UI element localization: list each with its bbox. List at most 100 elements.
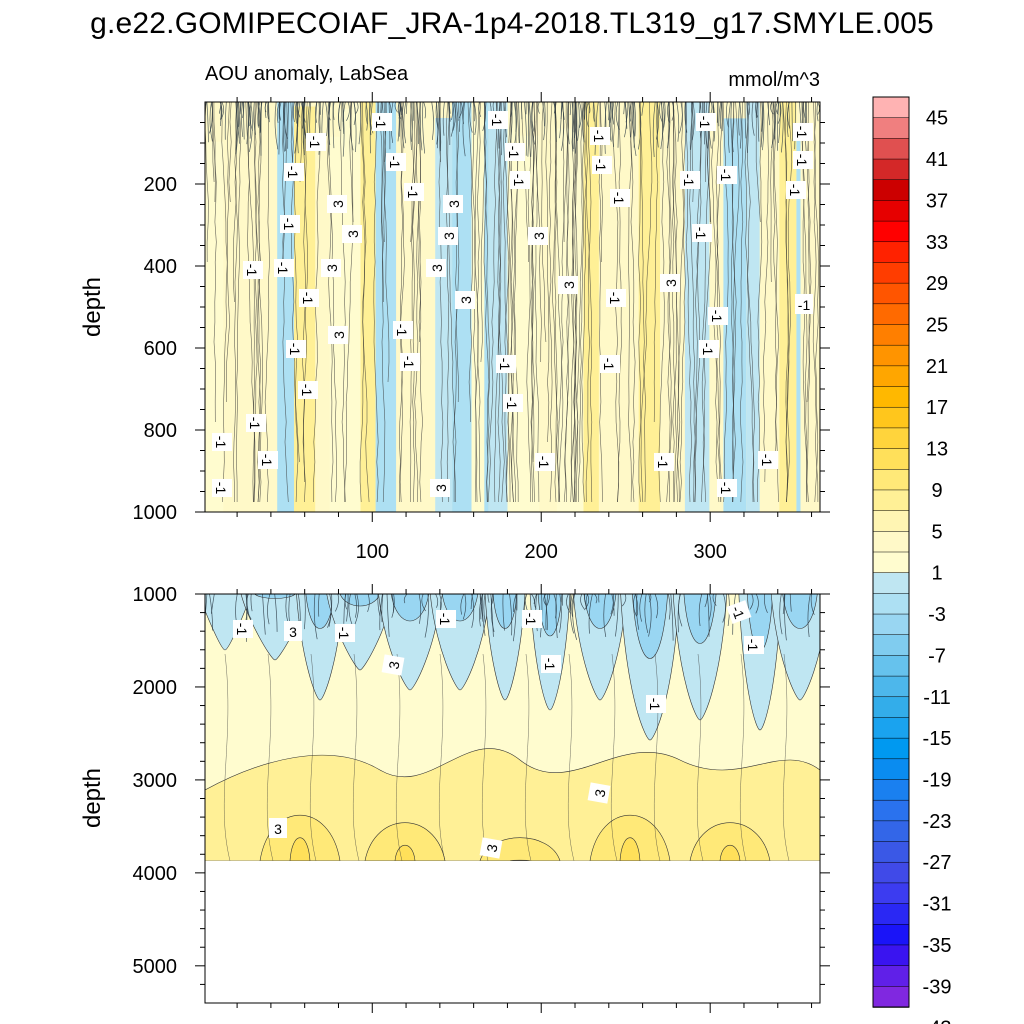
top-contour-label-group: -1 [717,166,737,184]
top-panel-band [205,141,224,512]
top-surface-contour [510,102,513,117]
top-contour-label-bg [590,127,610,145]
top-surface-contour [513,102,517,132]
top-contour-line [702,102,712,503]
bottom-surface-contour [763,594,768,614]
colorbar-label: 1 [931,563,942,585]
top-contour-line [666,102,673,503]
top-surface-contour [633,102,635,148]
top-surface-contour [744,102,747,139]
top-contour-line [327,102,334,503]
top-surface-contour [394,102,398,113]
colorbar-label: 41 [926,149,948,171]
top-surface-contour [278,102,281,120]
top-contour-label: -1 [489,114,505,127]
top-contour-line [628,102,633,503]
colorbar-box [872,924,910,946]
bottom-contour-label-group: -1 [541,655,561,673]
top-contour-line [693,102,702,503]
bottom-contour-label-group: -1 [726,600,752,624]
bottom-blue-pulse [378,594,442,691]
top-surface-contour [301,102,305,149]
top-contour-line [293,102,300,463]
top-surface-contour [436,102,440,145]
top-contour-label-bg [286,340,306,358]
top-surface-contour [349,102,354,151]
top-contour-line [638,102,642,503]
bottom-contour-label: -1 [234,623,250,636]
bottom-surface-contour [594,594,598,604]
top-contour-line [438,102,444,503]
top-contour-line [545,102,550,443]
top-surface-contour [448,102,451,122]
top-contour-label-bg [708,307,728,325]
top-contour-label-group: -1 [306,133,326,151]
bottom-surface-contour [471,594,475,628]
top-surface-contour [656,102,659,148]
bottom-surface-contour [603,594,607,637]
bottom-warm-core [509,859,531,861]
bottom-surface-contour [722,594,726,623]
top-surface-contour [458,102,463,118]
bottom-surface-contour [755,594,759,614]
top-surface-contour [410,102,413,151]
bottom-surface-contour [210,594,215,614]
top-contour-label: -1 [373,116,389,129]
top-surface-contour [399,102,401,137]
bottom-surface-contour [483,594,486,623]
bottom-surface-contour [667,594,671,620]
top-contour-line [541,102,547,343]
bottom-contour-label-group: 3 [587,782,611,804]
top-surface-contour [249,102,253,152]
top-contour-line [671,102,677,503]
top-surface-contour [268,102,270,123]
top-surface-contour [292,102,295,123]
bottom-surface-contour [513,594,517,613]
top-surface-contour [727,102,731,153]
bottom-contour-label-group: -1 [233,620,253,638]
top-surface-contour [634,102,636,137]
bottom-surface-contour [585,594,588,610]
top-surface-contour [726,102,729,128]
top-contour-label: -1 [759,454,775,467]
bottom-blue-pulse [672,594,728,721]
bottom-surface-contour [782,594,785,615]
top-surface-contour [274,102,279,150]
bottom-ytick-label: 2000 [133,677,178,699]
top-contour-line [711,102,720,503]
top-contour-label-bg [328,326,348,344]
colorbar-label: 17 [926,397,948,419]
bottom-surface-contour [654,594,659,619]
top-contour-line [327,102,337,503]
colorbar-label: -27 [923,852,952,874]
top-contour-line [415,102,422,343]
colorbar-box [872,489,910,512]
bottom-surface-contour [633,594,638,617]
top-contour-label-bg [793,123,813,141]
bottom-contour-label: -1 [437,613,453,626]
top-contour-label-group: -1 [590,127,610,145]
bottom-surface-contour [354,594,359,625]
top-surface-contour [559,102,562,139]
bottom-surface-contour [636,594,640,630]
top-contour-line [379,102,384,303]
top-contour-line [786,102,793,503]
bottom-contour-label-bg [726,600,752,624]
top-ytick-label: 800 [144,420,177,442]
bottom-contour-label-group: 3 [479,837,503,859]
colorbar-box [872,406,910,429]
top-surface-contour [206,102,209,143]
bottom-warm-core [619,837,641,861]
top-panel-band [265,102,278,512]
top-surface-contour [623,102,625,115]
top-panel-band [746,102,760,512]
bottom-contour-line [610,653,618,861]
bottom-contour-line [438,653,446,861]
bottom-surface-contour [779,594,783,635]
top-contour-label-group: 3 [328,326,348,344]
bottom-contour-line [696,653,704,861]
top-surface-contour [257,102,261,128]
colorbar-label: -15 [923,728,952,750]
top-contour-line [228,102,232,203]
